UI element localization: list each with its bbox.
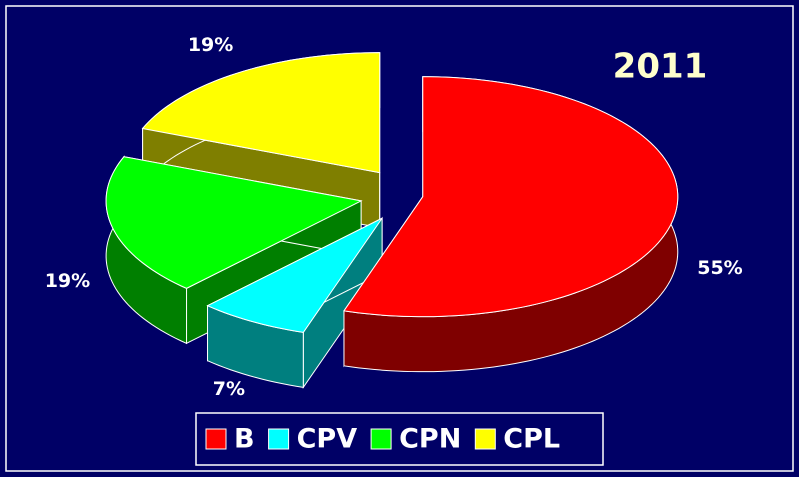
legend-label: CPN: [399, 424, 461, 455]
slice-top: [105, 156, 363, 289]
legend-label: B: [234, 424, 255, 455]
chart-title: 2011: [613, 47, 708, 87]
legend-swatch: [268, 428, 290, 450]
slice: [206, 216, 383, 389]
legend-label: CPL: [503, 424, 560, 455]
slice: [343, 76, 679, 373]
legend-swatch: [370, 428, 392, 450]
legend-swatch: [474, 428, 496, 450]
data-label: 7%: [213, 378, 245, 400]
data-label: 19%: [45, 270, 90, 292]
data-label: 55%: [697, 257, 742, 279]
legend-box: [195, 412, 604, 466]
frame: [5, 5, 794, 472]
data-label: 19%: [188, 34, 233, 56]
legend-label: CPV: [297, 424, 358, 455]
legend-swatch: [205, 428, 227, 450]
slice-top: [141, 52, 381, 174]
slice-top: [343, 76, 679, 318]
slice-top: [206, 217, 383, 333]
